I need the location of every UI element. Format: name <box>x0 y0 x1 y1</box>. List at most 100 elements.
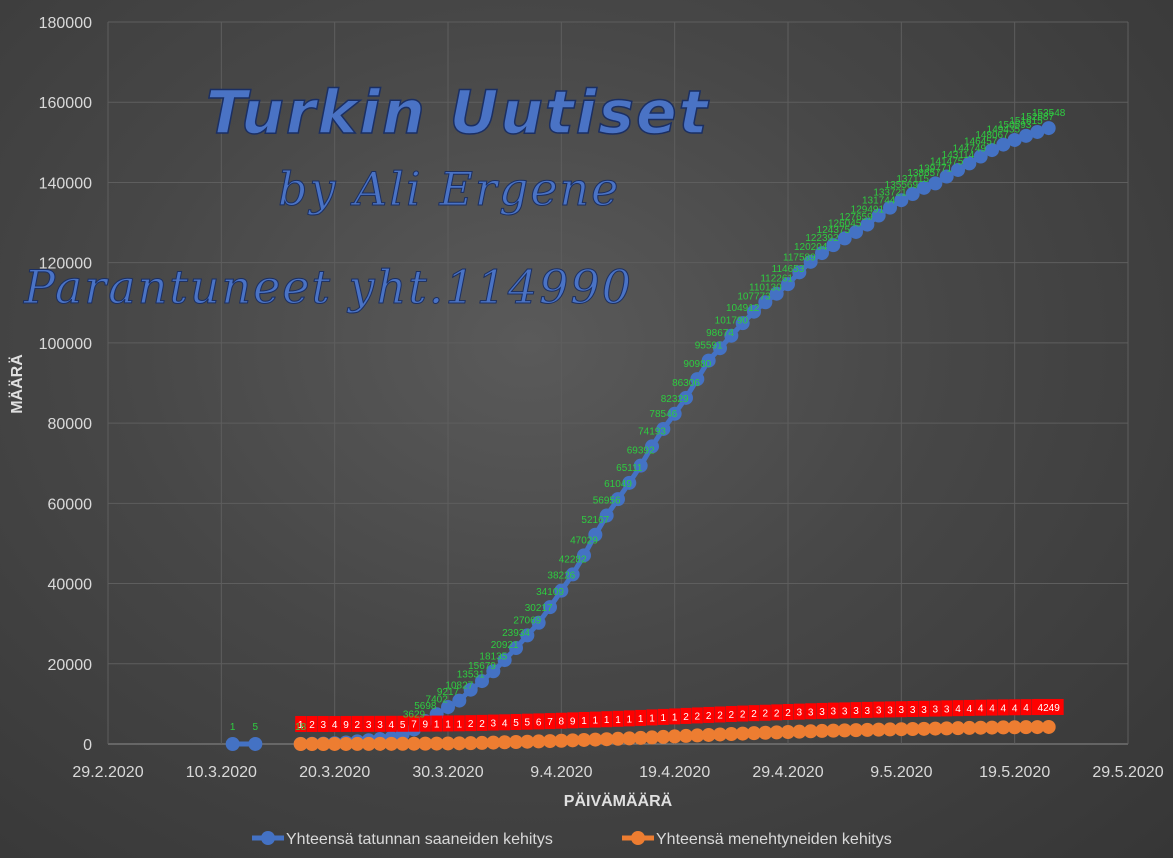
data-label-box-deceased <box>907 701 919 718</box>
data-label-deceased: 3 <box>865 706 871 717</box>
data-label-deceased: 4 <box>967 704 973 715</box>
data-point-deceased <box>1041 719 1056 734</box>
data-label-box-deceased <box>782 703 794 720</box>
data-label-vaccinated: 141475 <box>930 157 964 168</box>
data-label-vaccinated: 137115 <box>896 174 929 185</box>
data-label-deceased: 4 <box>332 720 338 731</box>
data-label-deceased: 2 <box>729 710 735 721</box>
data-label-vaccinated: 98674 <box>706 328 734 339</box>
data-label-deceased: 3 <box>491 719 497 730</box>
data-label-vaccinated: 7402 <box>426 694 449 705</box>
data-label-box-deceased <box>793 703 805 720</box>
data-label-vaccinated: 23934 <box>502 628 530 639</box>
data-label-box-deceased <box>895 701 907 718</box>
grid-lines <box>107 21 1129 745</box>
data-point-vaccinated <box>883 200 897 215</box>
data-label-box-deceased <box>918 700 930 717</box>
data-label-deceased: 9 <box>343 720 349 731</box>
data-point-vaccinated <box>679 390 693 405</box>
data-point-deceased <box>350 736 365 751</box>
data-label-deceased: 1 <box>445 719 451 730</box>
y-axis-title: MÄÄRÄ <box>8 354 26 414</box>
data-label-vaccinated: 153548 <box>1032 108 1066 119</box>
data-label-vaccinated: 101790 <box>715 316 749 327</box>
data-point-deceased <box>803 724 818 739</box>
data-point-vaccinated <box>815 246 829 261</box>
data-label-vaccinated: 10827 <box>445 681 473 692</box>
data-label-vaccinated: 112261 <box>760 274 793 285</box>
data-label-deceased: 4249 <box>1038 703 1061 714</box>
y-tick-label: 80000 <box>48 416 93 433</box>
data-label-vaccinated: 151615 <box>1009 116 1043 127</box>
data-label-box-deceased <box>941 700 953 717</box>
data-label-box-deceased <box>578 711 590 728</box>
data-label-deceased: 6 <box>536 717 542 728</box>
data-label-vaccinated: 78546 <box>649 409 677 420</box>
data-point-vaccinated <box>769 286 784 301</box>
data-point-deceased <box>452 736 467 751</box>
x-tick-label: 29.5.2020 <box>1092 764 1163 781</box>
data-label-box-deceased <box>329 715 341 732</box>
data-point-deceased <box>373 736 387 751</box>
x-tick-label: 30.3.2020 <box>412 764 483 781</box>
data-label-deceased: 1 <box>298 720 304 731</box>
data-label-vaccinated: 27069 <box>513 615 541 626</box>
data-label-box-deceased <box>1009 699 1021 716</box>
data-label-box-deceased <box>839 702 851 719</box>
data-point-deceased <box>860 722 875 737</box>
data-label-vaccinated: 131744 <box>862 196 896 207</box>
data-label-deceased: 2 <box>785 708 791 719</box>
data-label-vaccinated: 34109 <box>536 587 564 598</box>
x-axis-title: PÄIVÄMÄÄRÄ <box>564 792 673 810</box>
data-point-vaccinated <box>939 169 954 184</box>
data-point-deceased <box>1019 720 1033 735</box>
data-label-deceased: 3 <box>921 705 927 716</box>
legend-marker-blue <box>261 831 275 845</box>
data-point-vaccinated <box>475 674 489 689</box>
data-point-deceased <box>667 729 682 744</box>
data-point-vaccinated <box>837 231 852 246</box>
data-label-deceased: 1 <box>604 715 610 726</box>
data-point-deceased <box>769 725 784 740</box>
data-point-vaccinated <box>1007 132 1022 147</box>
legend-label-vaccinated: Yhteensä tatunnan saaneiden kehitys <box>286 831 553 848</box>
data-label-deceased: 3 <box>910 705 916 716</box>
data-point-deceased <box>463 736 478 751</box>
data-label-vaccinated: 18135 <box>479 651 507 662</box>
data-label-box-deceased <box>861 701 873 718</box>
data-point-deceased <box>441 736 455 751</box>
data-point-deceased <box>928 721 943 736</box>
data-label-box-deceased <box>997 699 1009 716</box>
data-label-vaccinated: 127659 <box>839 212 873 223</box>
data-label-deceased: 7 <box>411 720 417 731</box>
data-label-box-deceased <box>363 715 375 732</box>
data-label-vaccinated: 38226 <box>547 571 575 582</box>
data-label-box-deceased <box>555 712 567 729</box>
data-label-box-deceased <box>827 702 839 719</box>
data-point-deceased <box>395 736 410 751</box>
data-label-box-deceased <box>986 699 998 716</box>
data-label-vaccinated: 107773 <box>737 292 771 303</box>
y-tick-label: 180000 <box>39 15 92 32</box>
data-label-deceased: 3 <box>377 720 383 731</box>
y-tick-label: 60000 <box>48 496 93 513</box>
data-point-vaccinated <box>520 628 535 643</box>
data-point-vaccinated <box>803 254 818 269</box>
data-point-vaccinated <box>588 527 603 542</box>
data-label-box-deceased <box>748 705 760 722</box>
data-label-box-deceased <box>544 713 556 730</box>
data-point-vaccinated <box>724 328 739 343</box>
data-label-box-deceased <box>476 714 488 731</box>
data-point-vaccinated <box>622 475 637 490</box>
x-tick-label: 9.5.2020 <box>870 764 932 781</box>
data-label-vaccinated: 86306 <box>672 378 700 389</box>
watermark: Turkin Uutiset by Ali Ergene Parantuneet… <box>23 77 709 314</box>
data-point-deceased <box>917 721 931 736</box>
data-label-deceased: 3 <box>853 706 859 717</box>
data-label-box-deceased <box>340 715 352 732</box>
data-point-deceased <box>497 735 512 750</box>
data-label-vaccinated: 42282 <box>559 554 587 565</box>
data-point-vaccinated <box>747 304 761 319</box>
